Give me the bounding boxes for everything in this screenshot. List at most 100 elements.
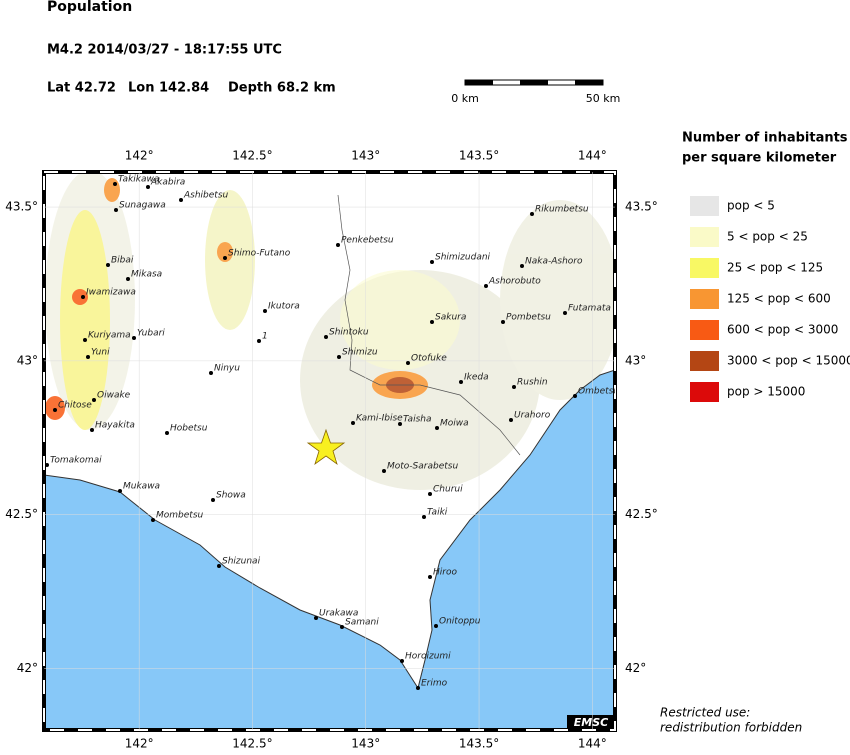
town-label: Tomakomai [50,456,102,466]
town-dot [459,380,463,384]
town-dot [406,361,410,365]
town-label: Chitose [58,401,92,411]
x-tick-label: 143.5° [459,737,499,751]
town-dot [106,263,110,267]
x-tick-label: 142° [125,149,154,163]
credit: EMSC [574,716,608,729]
lat: Lat 42.72 [47,81,116,96]
town-label: Yubari [137,329,165,339]
town-label: Samani [345,618,379,628]
town-dot [81,295,85,299]
town-label: Taisha [403,415,431,425]
town-label: Naka-Ashoro [525,257,583,267]
legend-swatch [690,382,719,402]
town-dot [165,431,169,435]
lon: Lon 142.84 [128,81,209,96]
town-label: Otofuke [411,354,447,364]
town-label: Shimo-Futano [228,249,291,259]
town-dot [530,212,534,216]
legend: Number of inhabitants per square kilomet… [682,131,850,402]
town-dot [113,182,117,186]
x-tick-label: 142.5° [232,737,272,751]
town-label: Shimizudani [435,253,491,263]
town-label: Ikeda [464,373,489,383]
town-label: Urakawa [319,609,358,619]
town-dot [146,185,150,189]
town-dot [434,624,438,628]
town-dot [209,371,213,375]
town-label: 1 [262,332,268,342]
y-tick-label: 42° [625,661,646,675]
legend-swatch [690,227,719,247]
sea [44,369,615,730]
town-label: Ikutora [268,302,300,312]
town-dot [512,385,516,389]
town-dot [114,208,118,212]
town-dot [92,398,96,402]
x-tick-label: 142.5° [232,149,272,163]
y-tick-label: 43° [625,353,646,367]
note: Restricted use: [660,706,750,720]
town-label: Churui [433,485,463,495]
y-tick-label: 43° [17,353,38,367]
town-dot [428,575,432,579]
town-label: Takikawa [118,175,159,185]
x-tick-label: 144° [578,737,607,751]
town-dot [340,625,344,629]
town-label: Penkebetsu [341,236,394,246]
town-label: Kami-Ibise [356,414,403,424]
x-tick-label: 143° [351,149,380,163]
town-dot [573,394,577,398]
town-label: Oiwake [97,391,131,401]
town-label: Yuni [91,348,110,358]
star [306,428,346,466]
town-dot [398,422,402,426]
legend-label: 5 < pop < 25 [727,230,808,244]
legend-label: 125 < pop < 600 [727,292,831,306]
y-tick-label: 42° [17,661,38,675]
town-dot [86,355,90,359]
town-dot [126,277,130,281]
town-label: Showa [216,491,246,501]
scale-end: 50 km [586,92,621,105]
x-tick-label: 143.5° [459,149,499,163]
town-label: Moto-Sarabetsu [387,462,458,472]
legend-swatch [690,351,719,371]
town-label: Ashorobuto [488,277,541,287]
town-dot [45,463,49,467]
town-dot [422,515,426,519]
legend-swatch [690,258,719,278]
town-dot [509,418,513,422]
y-tick-label: 43.5° [5,200,38,214]
town-dot [151,518,155,522]
town-label: Rikumbetsu [535,205,589,215]
legend-label: 25 < pop < 125 [727,261,823,275]
town-label: Bibai [111,256,134,266]
town-label: Iwamizawa [86,288,136,298]
scale-bar [464,79,604,86]
town-label: Ombetsu [578,387,619,397]
legend-title: Number of inhabitants [682,131,848,146]
town-dot [263,309,267,313]
town-dot [314,616,318,620]
town-label: Mombetsu [156,511,204,521]
town-label: Mikasa [131,270,162,280]
town-dot [118,489,122,493]
legend-swatch [690,196,719,216]
town-dot [501,320,505,324]
town-label: Ashibetsu [183,191,229,201]
town-dot [435,426,439,430]
event: M4.2 2014/03/27 - 18:17:55 UTC [47,43,282,58]
legend-label: 3000 < pop < 15000 [727,354,850,368]
town-label: Urahoro [514,411,551,421]
depth: Depth 68.2 km [228,81,336,96]
town-dot [428,492,432,496]
legend-swatch [690,320,719,340]
population-areas [45,172,615,490]
town-dot [337,355,341,359]
town-label: Rushin [517,378,548,388]
town-dot [324,335,328,339]
town-label: Hobetsu [170,424,208,434]
town-dot [430,320,434,324]
